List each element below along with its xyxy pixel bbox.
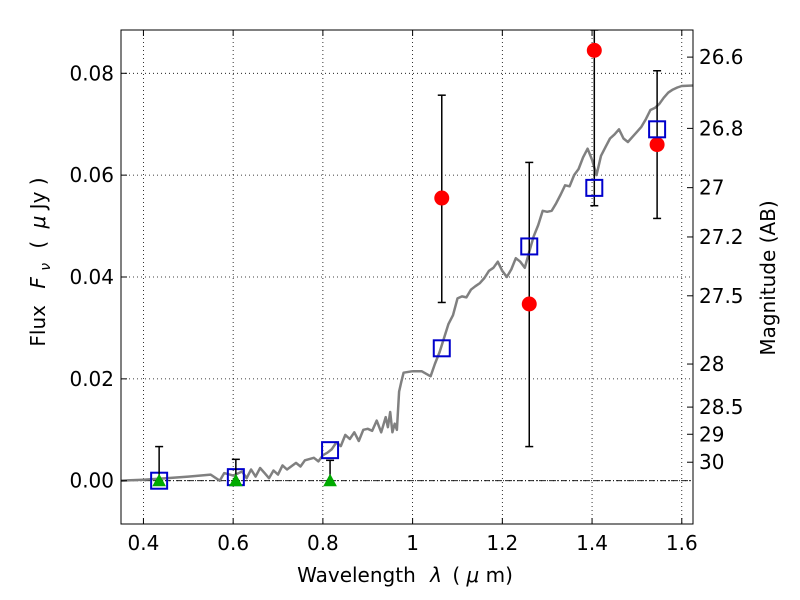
y2-tick-label: 28 <box>699 352 724 376</box>
grid-layer <box>121 30 693 524</box>
y-tick-label: 0.06 <box>69 163 114 187</box>
model-flux-point <box>520 237 539 256</box>
y2-tick-label: 28.5 <box>699 395 744 419</box>
x-tick-label: 0.8 <box>307 531 339 555</box>
model-flux-point <box>321 441 340 460</box>
observed-flux-point <box>586 42 602 58</box>
y2-tick-label: 27.5 <box>699 284 744 308</box>
plot-frame <box>120 29 694 525</box>
y2-tick-label: 29 <box>699 422 724 446</box>
x-axis-label: Wavelength λ ( μ m) <box>297 563 513 587</box>
y-tick-label: 0.04 <box>69 265 114 289</box>
y-axis-label-unit-open: ( <box>26 241 50 249</box>
y-tick-label: 0.08 <box>69 61 114 85</box>
y-axis-label-unit-rest: Jy ) <box>26 177 50 211</box>
y2-axis-label: Magnitude (AB) <box>756 200 780 355</box>
upper-limit-point <box>323 473 337 487</box>
x-axis-label-main: Wavelength <box>297 563 416 587</box>
x-axis-label-symbol: λ <box>429 563 442 587</box>
y-axis-label-symbol: F <box>26 277 50 289</box>
y-axis-label-main: Flux <box>26 305 50 347</box>
template-spectrum-line <box>121 84 693 482</box>
observed-flux-point <box>521 296 537 312</box>
y-axis-label: Flux F ν ( μ Jy ) <box>26 177 55 346</box>
series-layer <box>121 30 693 490</box>
x-tick-label: 1 <box>406 531 419 555</box>
model-flux-point <box>432 339 451 358</box>
y2-tick-label: 27 <box>699 176 724 200</box>
x-axis-label-unit-open: ( <box>452 563 460 587</box>
observed-flux-point <box>434 190 450 206</box>
y2-tick-label: 26.6 <box>699 45 744 69</box>
x-tick-label: 1.2 <box>486 531 518 555</box>
x-tick-label: 0.4 <box>128 531 160 555</box>
y2-tick-label: 26.8 <box>699 116 744 140</box>
model-flux-point <box>585 178 604 197</box>
y-tick-label: 0.02 <box>69 367 114 391</box>
y-axis-label-unit-mu: μ <box>26 216 50 230</box>
x-axis-label-unit-mu: μ <box>466 563 480 587</box>
y2-tick-label: 27.2 <box>699 225 744 249</box>
x-axis-label-unit-rest: m) <box>486 563 513 587</box>
y2-tick-label: 30 <box>699 450 724 474</box>
model-flux-point <box>648 120 667 139</box>
upper-limit-point <box>229 473 243 487</box>
x-tick-label: 1.6 <box>666 531 698 555</box>
observed-flux-point <box>649 137 665 153</box>
y-axis-label-symbol-sub: ν <box>38 263 54 271</box>
x-tick-label: 0.6 <box>217 531 249 555</box>
upper-limit-point <box>152 473 166 487</box>
y-tick-label: 0.00 <box>69 469 114 493</box>
axes-layer: 0.4 0.6 0.8 1 1.2 1.4 1.6 0.00 0.02 0.04 0.06 0.08 2… <box>69 30 744 555</box>
x-tick-label: 1.4 <box>576 531 608 555</box>
